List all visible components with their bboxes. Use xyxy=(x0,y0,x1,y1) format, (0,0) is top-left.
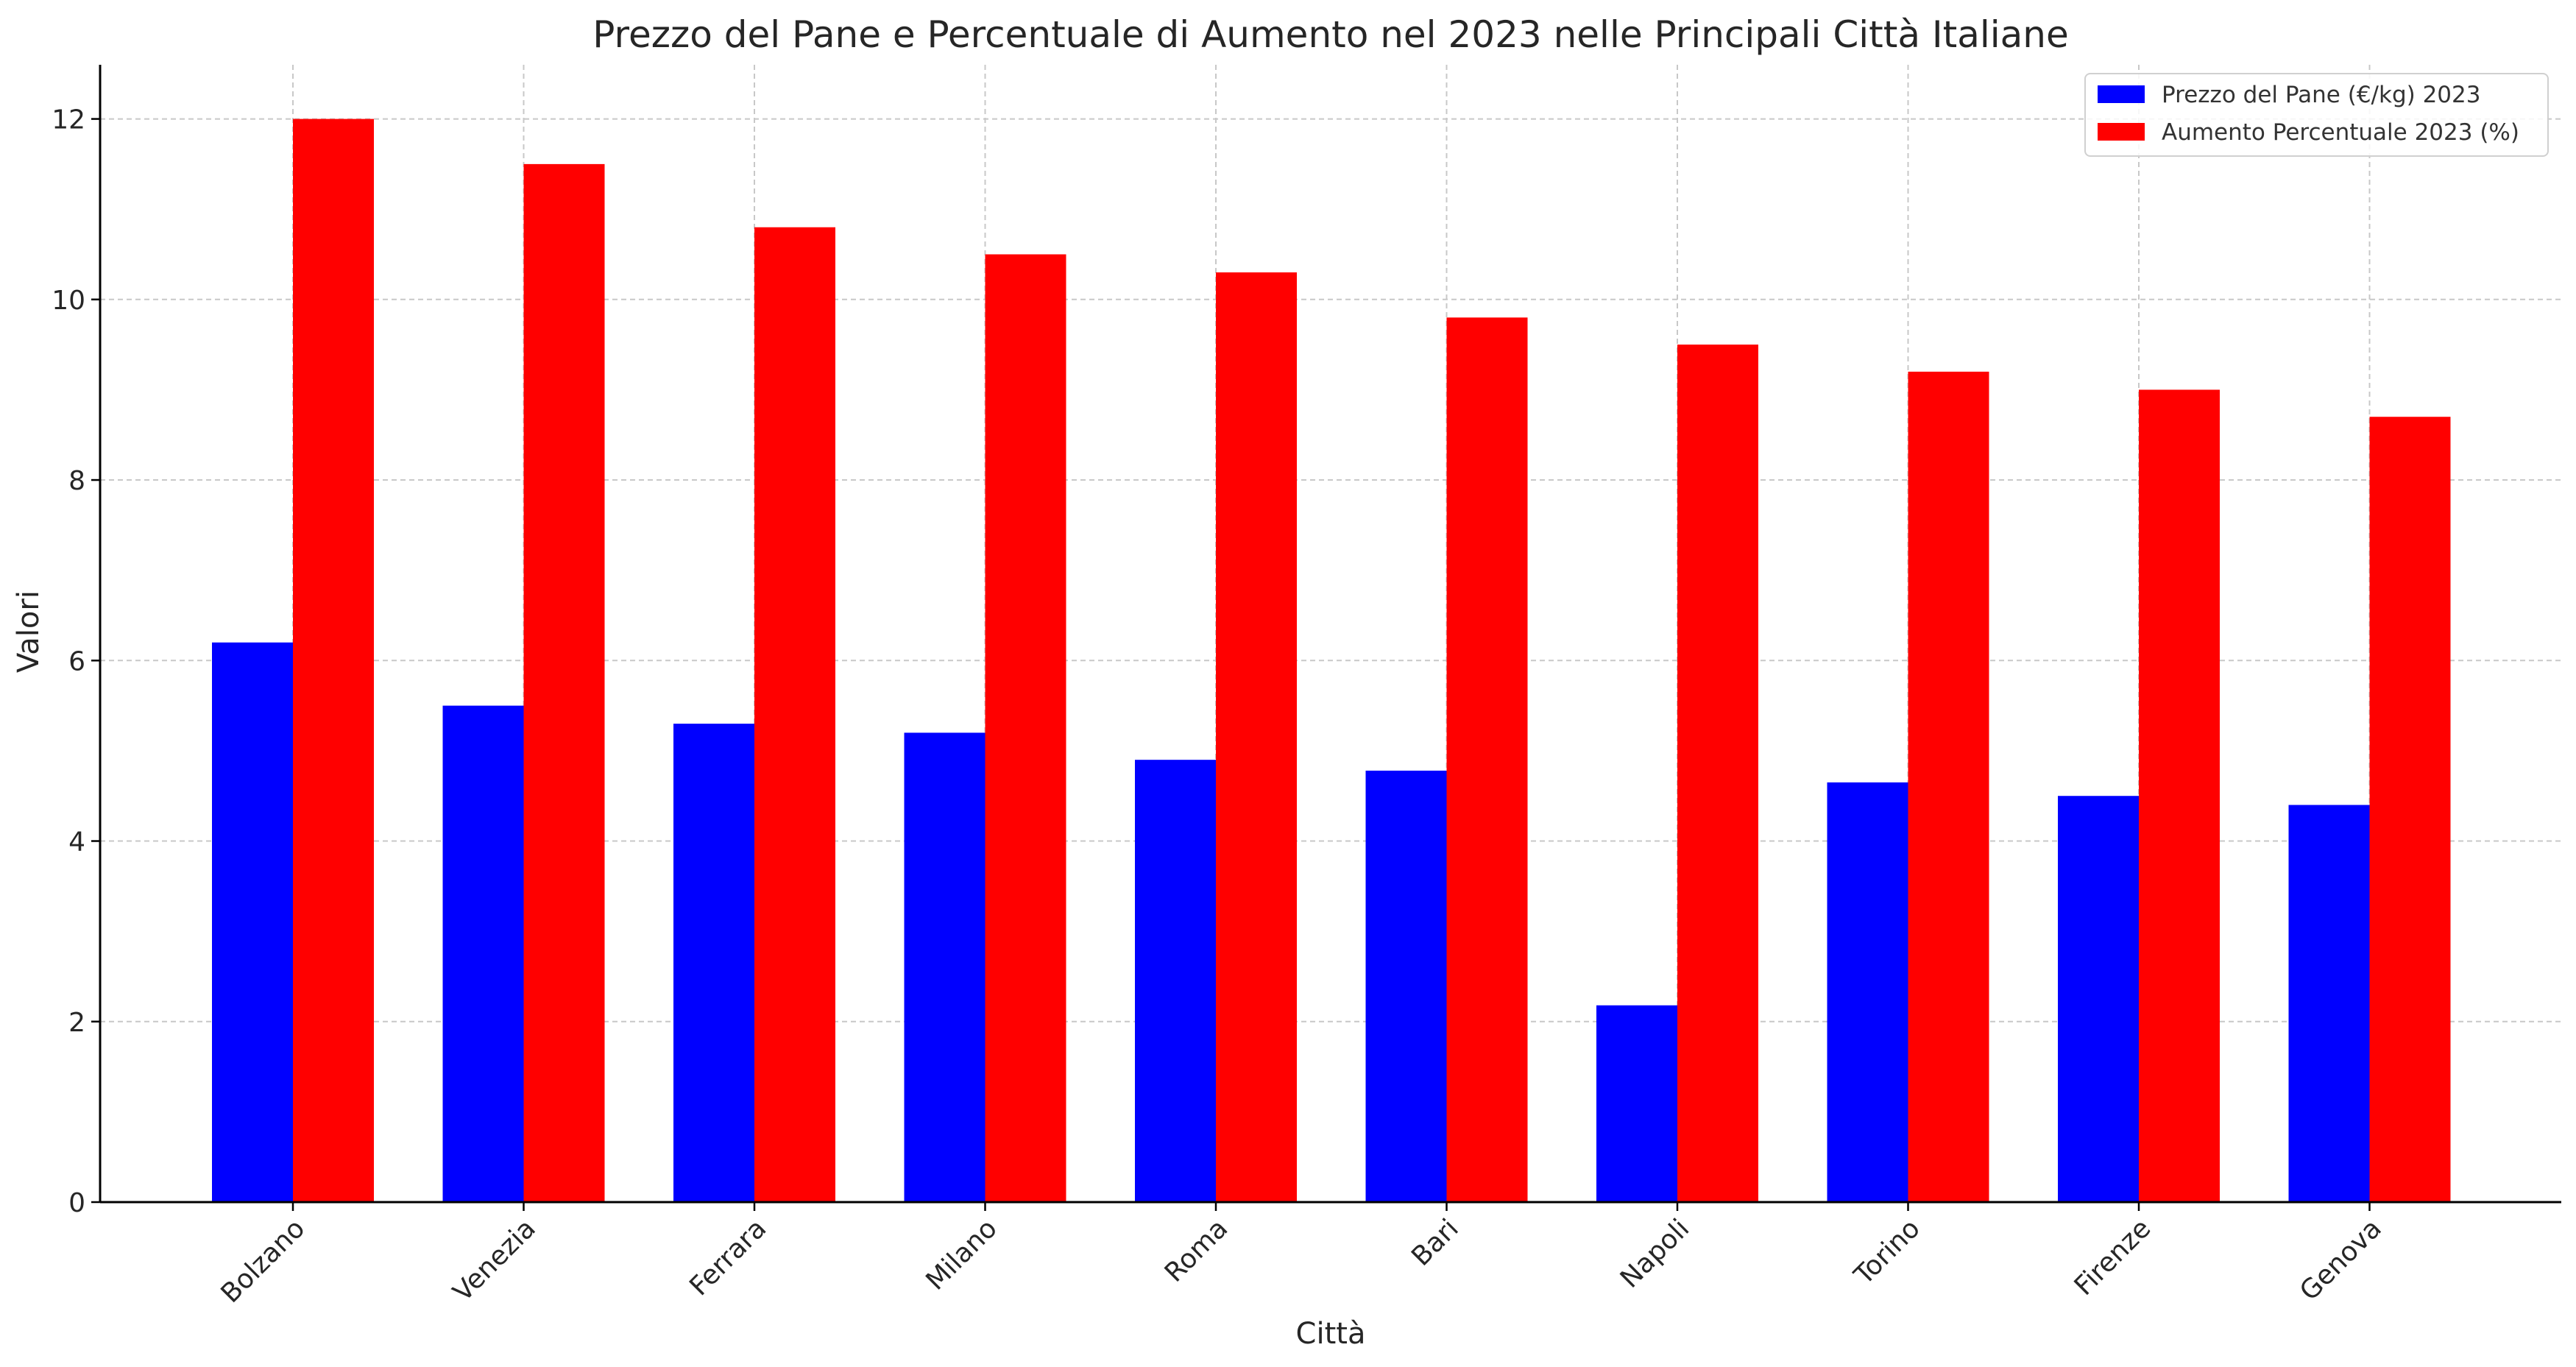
y-tick-label: 4 xyxy=(68,827,85,858)
bar-aumento-firenze xyxy=(2139,389,2220,1202)
x-tick-label: Bari xyxy=(1406,1213,1465,1272)
y-tick-label: 12 xyxy=(52,105,85,135)
bar-prezzo-firenze xyxy=(2058,796,2139,1202)
x-axis-label: Città xyxy=(1296,1317,1366,1351)
bar-aumento-napoli xyxy=(1677,345,1758,1203)
bar-aumento-bari xyxy=(1446,317,1528,1202)
bar-prezzo-bari xyxy=(1365,770,1447,1202)
bar-aumento-ferrara xyxy=(754,227,835,1202)
bar-prezzo-genova xyxy=(2288,805,2370,1202)
bar-prezzo-bolzano xyxy=(212,642,293,1202)
y-tick-label: 0 xyxy=(68,1188,85,1218)
y-tick-label: 2 xyxy=(68,1008,85,1038)
bar-aumento-bolzano xyxy=(293,119,374,1203)
axes-layer xyxy=(99,65,2561,1204)
x-tick-label: Bolzano xyxy=(216,1213,311,1309)
bar-prezzo-napoli xyxy=(1596,1005,1677,1202)
bar-aumento-venezia xyxy=(523,163,605,1202)
bar-prezzo-torino xyxy=(1827,782,1908,1202)
legend-label-prezzo: Prezzo del Pane (€/kg) 2023 xyxy=(2162,82,2480,108)
bars-layer xyxy=(212,119,2451,1203)
legend-swatch-aumento xyxy=(2098,123,2145,141)
x-tick-label: Milano xyxy=(920,1213,1002,1296)
x-tick-label: Napoli xyxy=(1615,1213,1696,1294)
legend-frame xyxy=(2084,73,2549,157)
y-tick-label: 6 xyxy=(68,646,85,677)
legend-label-aumento: Aumento Percentuale 2023 (%) xyxy=(2162,119,2519,146)
bar-aumento-torino xyxy=(1908,371,1989,1202)
y-tick-label: 10 xyxy=(52,286,85,316)
legend-swatch-prezzo xyxy=(2098,85,2145,103)
bar-aumento-milano xyxy=(985,254,1066,1202)
bar-prezzo-roma xyxy=(1135,760,1216,1202)
x-tick-label: Ferrara xyxy=(684,1213,772,1301)
bar-aumento-genova xyxy=(2369,417,2451,1202)
bar-prezzo-venezia xyxy=(442,705,524,1202)
x-tick-label: Venezia xyxy=(447,1213,542,1307)
legend: Prezzo del Pane (€/kg) 2023 Aumento Perc… xyxy=(2084,73,2549,157)
x-tick-label: Genova xyxy=(2294,1213,2388,1307)
bar-prezzo-milano xyxy=(904,732,986,1202)
bar-prezzo-ferrara xyxy=(673,724,754,1202)
x-tick-label: Torino xyxy=(1848,1213,1926,1291)
x-tick-label: Firenze xyxy=(2069,1213,2157,1301)
bar-aumento-roma xyxy=(1216,272,1297,1202)
chart-title: Prezzo del Pane e Percentuale di Aumento… xyxy=(592,13,2069,56)
y-axis-label: Valori xyxy=(12,590,46,673)
y-tick-label: 8 xyxy=(68,466,85,496)
x-tick-label: Roma xyxy=(1159,1213,1234,1288)
